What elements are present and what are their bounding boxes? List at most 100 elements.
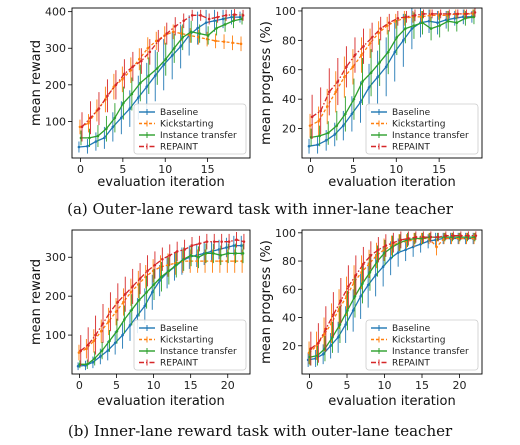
caption-a: (a) Outer-lane reward task with inner-la…: [67, 200, 454, 218]
data-point: [88, 136, 91, 140]
data-point: [338, 323, 342, 326]
data-point: [213, 19, 216, 23]
data-point: [155, 67, 159, 70]
x-tick-label: 5: [350, 163, 357, 176]
data-point: [439, 12, 442, 16]
y-tick-label: 100: [45, 115, 66, 128]
data-point: [103, 136, 106, 140]
data-point: [198, 242, 201, 245]
data-point: [368, 41, 372, 45]
data-point: [197, 255, 200, 259]
data-point: [123, 72, 126, 76]
data-point: [339, 299, 343, 302]
y-tick-label: 60: [282, 64, 296, 77]
data-point: [216, 15, 219, 19]
legend-label: Instance transfer: [392, 131, 469, 141]
y-tick-label: 300: [45, 251, 66, 264]
series-line: [81, 18, 243, 139]
data-point: [181, 35, 184, 39]
data-point: [77, 351, 81, 354]
y-tick-label: 80: [282, 255, 296, 268]
data-point: [362, 262, 365, 266]
data-point: [99, 329, 103, 333]
data-point: [224, 14, 228, 17]
data-point: [171, 30, 175, 34]
data-point: [227, 240, 231, 243]
data-point: [407, 237, 410, 240]
data-point: [369, 254, 373, 257]
legend-box: [133, 103, 247, 155]
data-point: [131, 285, 134, 288]
data-point: [232, 244, 236, 247]
data-point: [322, 333, 326, 336]
data-point: [354, 273, 358, 277]
x-tick-label: 15: [184, 379, 198, 392]
data-point: [308, 124, 312, 127]
data-point: [168, 253, 172, 257]
x-axis-label: evaluation iteration: [97, 175, 224, 190]
series-line: [309, 13, 473, 127]
data-point: [115, 329, 119, 333]
data-point: [138, 57, 141, 61]
data-point: [137, 298, 141, 302]
y-tick-label: 100: [45, 329, 66, 342]
data-point: [317, 119, 320, 123]
data-point: [100, 349, 104, 352]
data-point: [324, 139, 328, 142]
data-point: [146, 269, 149, 273]
data-point: [128, 324, 132, 327]
data-point: [336, 335, 340, 339]
data-point: [232, 19, 235, 23]
data-point: [123, 292, 127, 296]
data-point: [164, 57, 168, 61]
data-point: [78, 125, 82, 129]
x-tick-label: 10: [378, 379, 392, 392]
data-point: [182, 19, 186, 23]
data-point: [238, 15, 242, 19]
data-point: [241, 252, 245, 255]
data-point: [129, 290, 133, 294]
data-point: [123, 318, 126, 321]
data-point: [444, 234, 448, 237]
data-point: [91, 361, 95, 364]
data-point: [198, 32, 201, 35]
data-point: [430, 12, 434, 16]
data-point: [239, 42, 243, 46]
data-point: [392, 241, 395, 245]
data-point: [196, 26, 199, 30]
data-point: [225, 246, 228, 249]
data-point: [389, 256, 392, 260]
chart-panel-2: 0 5 10 15 20 40 60 80 100 evaluation iteration mea…: [259, 5, 483, 190]
y-axis-label: mean progress (%): [259, 21, 274, 145]
x-tick-label: 20: [221, 379, 235, 392]
data-point: [206, 34, 210, 37]
data-point: [326, 131, 330, 135]
data-point: [199, 14, 202, 17]
x-axis-label: evaluation iteration: [328, 394, 455, 409]
data-point: [377, 248, 380, 252]
data-point: [361, 282, 364, 285]
legend-label: REPAINT: [160, 143, 198, 153]
data-point: [85, 347, 88, 351]
data-point: [422, 12, 425, 16]
data-point: [429, 235, 433, 239]
data-point: [147, 74, 151, 77]
data-point: [428, 14, 432, 17]
y-tick-label: 300: [45, 42, 66, 55]
x-tick-label: 5: [119, 163, 126, 176]
x-tick-label: 0: [307, 163, 314, 176]
data-point: [116, 300, 120, 304]
data-point: [221, 17, 225, 21]
chart-panel-4: 0 5 10 15 20 20 40 60 80 100 evaluation iteration m…: [259, 227, 483, 409]
data-point: [465, 12, 468, 16]
data-point: [219, 253, 223, 257]
legend-label: Baseline: [160, 324, 199, 334]
data-point: [321, 352, 325, 356]
data-point: [336, 80, 340, 83]
legend-box: [133, 319, 247, 371]
y-tick-label: 200: [45, 290, 66, 303]
data-point: [395, 36, 399, 39]
data-point: [204, 252, 208, 255]
